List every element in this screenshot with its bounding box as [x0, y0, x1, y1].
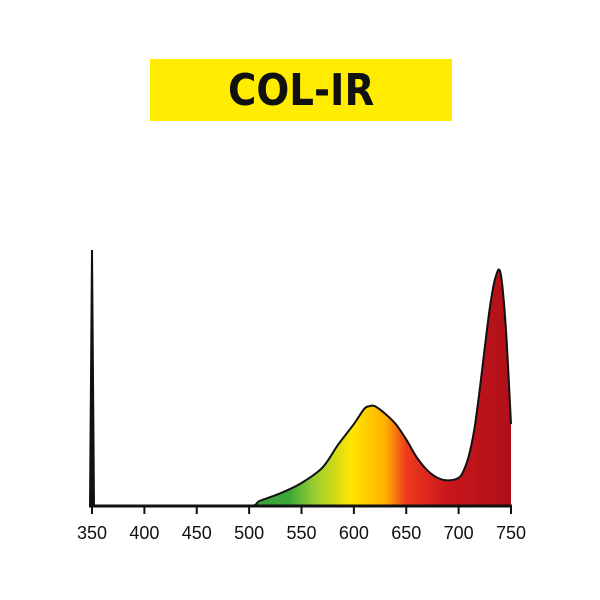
- x-tick-label: 450: [182, 523, 212, 543]
- x-tick-label: 600: [339, 523, 369, 543]
- y-axis: [89, 250, 95, 506]
- x-tick-label: 500: [234, 523, 264, 543]
- spectrum-area: [92, 269, 511, 507]
- x-tick-label: 700: [444, 523, 474, 543]
- chart-title: COL-IR: [227, 64, 375, 116]
- x-tick-label: 750: [496, 523, 526, 543]
- x-tick-label: 550: [286, 523, 316, 543]
- spectrum-line: [92, 268, 512, 508]
- title-banner: COL-IR: [150, 59, 452, 121]
- x-tick-label: 650: [391, 523, 421, 543]
- x-tick-label: 400: [129, 523, 159, 543]
- x-tick-label: 350: [77, 523, 107, 543]
